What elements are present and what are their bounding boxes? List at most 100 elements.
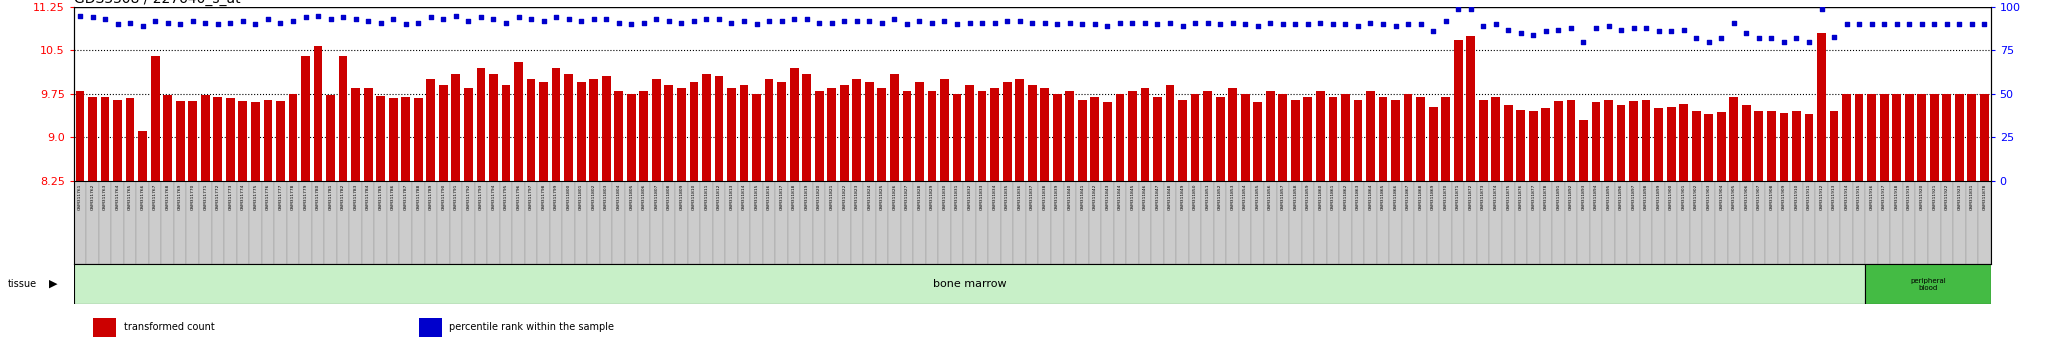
Bar: [1417, 97, 1425, 181]
Bar: [539, 82, 549, 181]
Bar: [1376, 181, 1389, 264]
Point: [401, 20, 434, 25]
Bar: [1878, 181, 1890, 264]
Point: [1180, 20, 1212, 25]
Text: GSM311793: GSM311793: [479, 184, 483, 210]
Point: [514, 16, 547, 22]
Bar: [1440, 181, 1452, 264]
Text: GSM311777: GSM311777: [279, 184, 283, 210]
Point: [289, 15, 322, 20]
Bar: [152, 56, 160, 181]
Bar: [739, 85, 748, 181]
Bar: [639, 91, 647, 181]
Text: GSM311798: GSM311798: [541, 184, 545, 210]
Text: GSM311850: GSM311850: [1194, 184, 1198, 210]
Point: [653, 18, 686, 24]
Text: GSM311859: GSM311859: [1307, 184, 1311, 210]
Point: [352, 18, 385, 24]
Bar: [840, 85, 848, 181]
Point: [827, 18, 860, 24]
Bar: [1565, 181, 1577, 264]
Bar: [1591, 103, 1599, 181]
Bar: [889, 181, 901, 264]
Point: [1442, 6, 1475, 12]
Text: GSM311833: GSM311833: [981, 184, 985, 210]
Bar: [1792, 111, 1800, 181]
Bar: [264, 99, 272, 181]
Text: GSM311860: GSM311860: [1319, 184, 1323, 210]
Point: [1667, 27, 1700, 33]
Bar: [1139, 181, 1151, 264]
Text: GSM311772: GSM311772: [215, 184, 219, 210]
Point: [967, 20, 999, 25]
Text: GSM311796: GSM311796: [516, 184, 520, 210]
Bar: [287, 181, 299, 264]
Text: GSM311826: GSM311826: [893, 184, 897, 210]
Text: GSM311785: GSM311785: [379, 184, 383, 210]
Bar: [1628, 181, 1640, 264]
Bar: [1690, 181, 1702, 264]
Bar: [877, 181, 889, 264]
Bar: [1104, 103, 1112, 181]
Point: [1266, 22, 1298, 27]
Bar: [362, 181, 375, 264]
Bar: [125, 98, 135, 181]
Point: [313, 16, 346, 22]
Point: [1153, 20, 1186, 25]
Bar: [98, 181, 111, 264]
Bar: [301, 56, 309, 181]
Text: GSM311840: GSM311840: [1067, 184, 1071, 210]
Bar: [1264, 181, 1276, 264]
Text: GSM311896: GSM311896: [1620, 184, 1624, 210]
Text: GSM311853: GSM311853: [1231, 184, 1235, 210]
Point: [1579, 25, 1612, 31]
Bar: [387, 181, 399, 264]
Text: GSM311869: GSM311869: [1432, 184, 1436, 210]
Bar: [1956, 94, 1964, 181]
Bar: [389, 98, 397, 181]
Point: [614, 22, 647, 27]
Point: [766, 18, 799, 24]
Bar: [1290, 99, 1300, 181]
Bar: [1942, 181, 1954, 264]
Bar: [952, 94, 961, 181]
Point: [1944, 22, 1976, 27]
Bar: [1780, 113, 1788, 181]
Bar: [1341, 94, 1350, 181]
Bar: [1364, 181, 1376, 264]
Bar: [299, 181, 311, 264]
Text: GSM311910: GSM311910: [1794, 184, 1798, 210]
Point: [252, 16, 285, 22]
Point: [891, 22, 924, 27]
Bar: [1317, 91, 1325, 181]
Point: [553, 16, 586, 22]
Text: GSM311921: GSM311921: [1931, 184, 1935, 210]
Bar: [1866, 264, 1991, 304]
Text: GSM311778: GSM311778: [291, 184, 295, 210]
Bar: [1014, 181, 1026, 264]
Point: [1229, 22, 1262, 27]
Bar: [1178, 99, 1188, 181]
Bar: [1841, 181, 1853, 264]
Text: GSM311865: GSM311865: [1380, 184, 1384, 210]
Bar: [1778, 181, 1790, 264]
Bar: [676, 181, 688, 264]
Bar: [1090, 181, 1102, 264]
Text: GSM311823: GSM311823: [854, 184, 858, 210]
Bar: [487, 181, 500, 264]
Bar: [602, 76, 610, 181]
Bar: [1980, 94, 1989, 181]
Point: [541, 15, 573, 20]
Bar: [401, 97, 410, 181]
Bar: [1966, 181, 1978, 264]
Text: GSM311874: GSM311874: [1493, 184, 1497, 210]
Point: [866, 20, 899, 25]
Text: GSM311902: GSM311902: [1694, 184, 1698, 210]
Bar: [1427, 181, 1440, 264]
Text: GSM311789: GSM311789: [428, 184, 432, 210]
Point: [1731, 30, 1763, 36]
Point: [791, 16, 823, 22]
Bar: [1765, 181, 1778, 264]
Bar: [702, 74, 711, 181]
Bar: [750, 181, 762, 264]
